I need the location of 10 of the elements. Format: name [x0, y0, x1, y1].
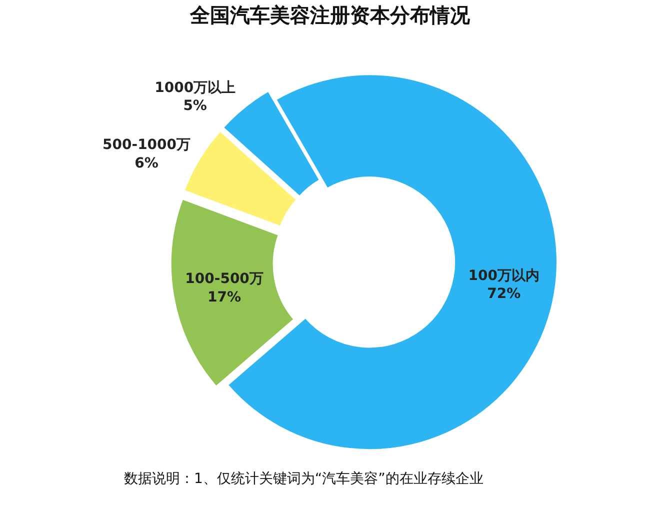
slice-label: 100万以内	[468, 268, 540, 284]
slice-label: 500-1000万	[102, 137, 191, 154]
text: 数据说明：1、仅统计关键词为“汽车美容”的在业存续企业	[124, 471, 484, 487]
data-label: 72%	[487, 286, 521, 302]
chart-title: 全国汽车美容注册资本分布情况	[189, 2, 471, 27]
data-label: 6%	[134, 155, 158, 172]
data-label: 5%	[183, 98, 207, 114]
slice-label: 100-500万	[185, 271, 264, 288]
slice-label: 1000万以上	[154, 80, 236, 96]
data-label: 17%	[208, 289, 242, 306]
